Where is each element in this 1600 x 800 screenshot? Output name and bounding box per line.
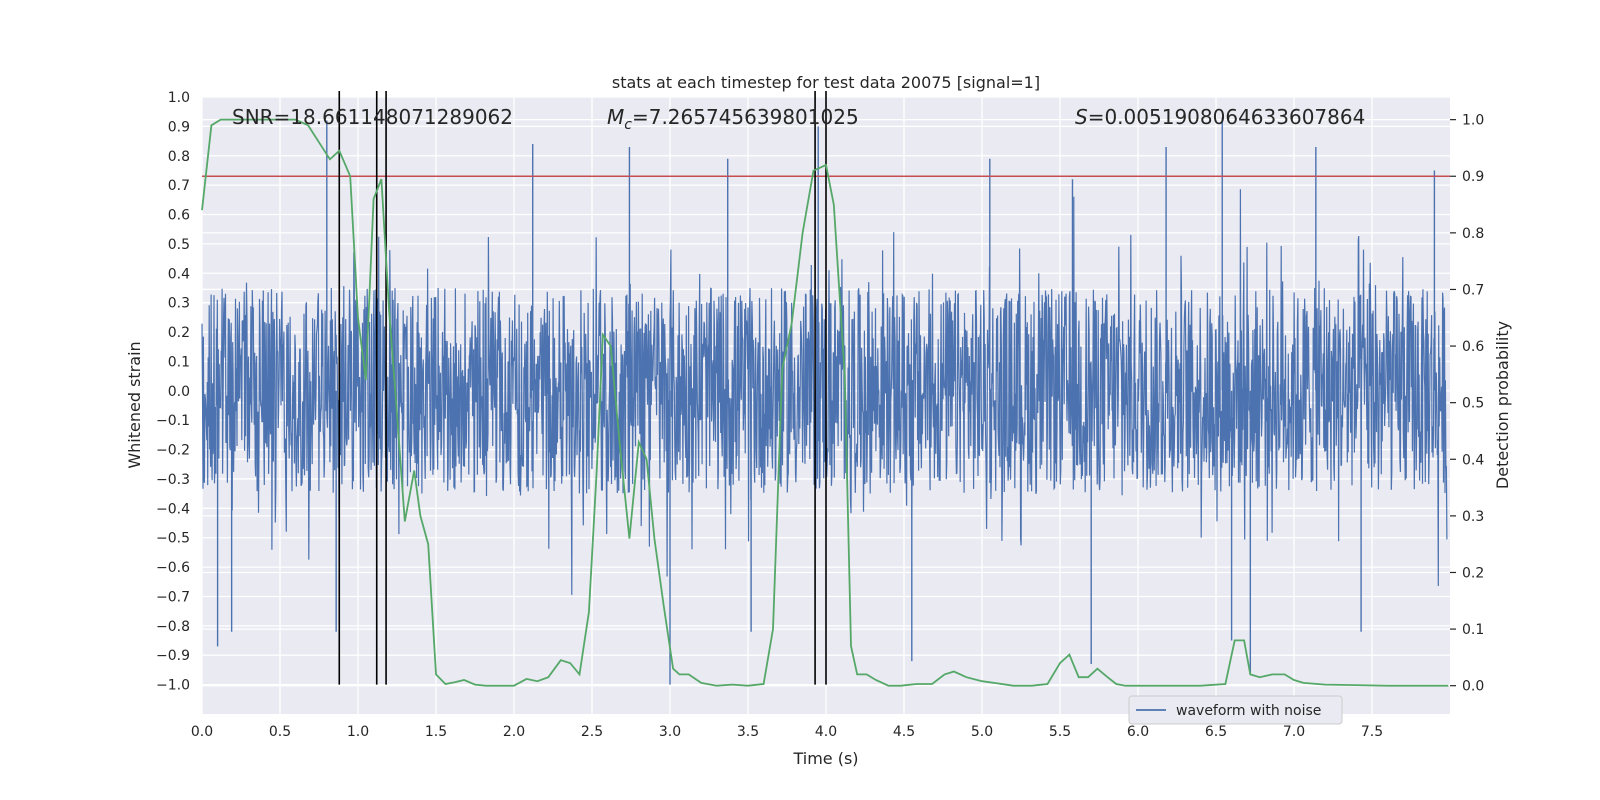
- x-tick-label: 0.5: [269, 724, 291, 740]
- x-tick-label: 5.5: [1049, 724, 1071, 740]
- y-tick-label: −0.3: [156, 472, 190, 488]
- waveform-line: [201, 189, 1448, 595]
- probability-line: [201, 118, 1449, 687]
- y-axis-label: Whitened strain: [125, 341, 144, 468]
- s-value: =0.0051908064633607864: [1088, 105, 1366, 129]
- x-tick-label: 7.5: [1361, 724, 1383, 740]
- x-tick-label: 4.0: [815, 724, 837, 740]
- x-tick-label: 3.0: [659, 724, 681, 740]
- x-tick-label: 2.5: [581, 724, 603, 740]
- y2-tick-label: 0.5: [1462, 396, 1484, 412]
- y-tick-label: 0.8: [168, 149, 190, 165]
- x-tick-label: 6.0: [1127, 724, 1149, 740]
- event-lines: [338, 91, 827, 685]
- y2-tick-label: 0.0: [1462, 679, 1484, 695]
- y-tick-label: 0.0: [168, 384, 190, 400]
- x-tick-label: 3.5: [737, 724, 759, 740]
- x-tick-label: 1.5: [425, 724, 447, 740]
- y2-tick-label: 0.8: [1462, 226, 1484, 242]
- legend: waveform with noise: [1128, 695, 1343, 725]
- x-tick-label: 7.0: [1283, 724, 1305, 740]
- y2-tick-label: 0.6: [1462, 339, 1484, 355]
- y-tick-label: −0.4: [156, 501, 190, 517]
- x-tick-label: 6.5: [1205, 724, 1227, 740]
- y-tick-label: 0.9: [168, 119, 190, 135]
- y-tick-label: −0.9: [156, 648, 190, 664]
- chart-title: stats at each timestep for test data 200…: [612, 73, 1040, 92]
- y2-tick-label: 0.4: [1462, 452, 1484, 468]
- x-tick-label: 2.0: [503, 724, 525, 740]
- legend-box: [1128, 695, 1343, 725]
- y-tick-label: −0.5: [156, 531, 190, 547]
- y2-tick-label: 0.2: [1462, 565, 1484, 581]
- y2-tick-label: 0.3: [1462, 509, 1484, 525]
- y-tick-label: 0.4: [168, 266, 190, 282]
- y-tick-label: −0.6: [156, 560, 190, 576]
- y-tick-label: 0.3: [168, 296, 190, 312]
- chirp-mass-annotation: Mc=7.265745639801025: [607, 105, 859, 133]
- y2-tick-label: 0.7: [1462, 282, 1484, 298]
- probability-series: [201, 118, 1449, 687]
- y-tick-label: −0.2: [156, 443, 190, 459]
- y-tick-label: 0.6: [168, 208, 190, 224]
- y2-tick-label: 0.1: [1462, 622, 1484, 638]
- x-tick-label: 1.0: [347, 724, 369, 740]
- y-tick-label: 0.2: [168, 325, 190, 341]
- y-tick-label: −0.1: [156, 413, 190, 429]
- s-symbol: S: [1075, 105, 1088, 129]
- y-tick-label: 0.5: [168, 237, 190, 253]
- y-tick-label: 1.0: [168, 90, 190, 106]
- y2-tick-label: 0.9: [1462, 169, 1484, 185]
- y2-tick-label: 1.0: [1462, 113, 1484, 129]
- waveform-series: [201, 117, 1448, 685]
- y-tick-label: 0.1: [168, 354, 190, 370]
- x-tick-label: 4.5: [893, 724, 915, 740]
- legend-label: waveform with noise: [1176, 703, 1321, 719]
- x-axis-label: Time (s): [792, 749, 858, 768]
- y-tick-label: −0.8: [156, 619, 190, 635]
- y-tick-label: −1.0: [156, 678, 190, 694]
- y-tick-label: 0.7: [168, 178, 190, 194]
- x-tick-label: 5.0: [971, 724, 993, 740]
- chirp-mass-subscript: c: [624, 117, 632, 133]
- axis-ticks: 0.0 0.5 1.0 1.5 2.0 2.5 3.0 3.5 4.0 4.5 5.0 5.5 6.0 6…: [156, 90, 1484, 740]
- x-tick-label: 0.0: [191, 724, 213, 740]
- s-annotation: S=0.0051908064633607864: [1075, 105, 1365, 129]
- y2-axis-label: Detection probability: [1493, 321, 1512, 489]
- chirp-mass-symbol: M: [607, 105, 624, 129]
- snr-annotation: SNR=18.661148071289062: [232, 105, 513, 129]
- chirp-mass-value: =7.265745639801025: [632, 105, 859, 129]
- y-tick-label: −0.7: [156, 589, 190, 605]
